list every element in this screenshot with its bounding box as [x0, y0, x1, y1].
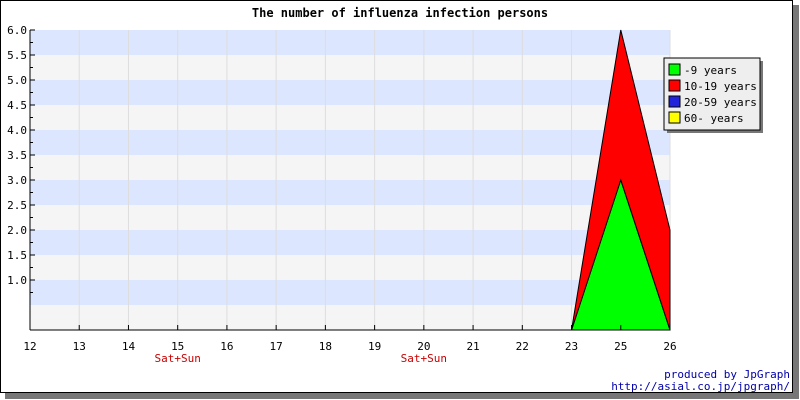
legend-swatch	[668, 111, 681, 124]
x-tick-label: 17	[270, 340, 283, 353]
legend-label: -9 years	[684, 64, 737, 77]
plot-band	[30, 180, 670, 205]
x-tick-label: 13	[73, 340, 86, 353]
plot-band	[30, 280, 670, 305]
credit-producer: produced by JpGraph	[664, 368, 790, 381]
plot-band	[30, 230, 670, 255]
legend-swatch	[668, 95, 681, 108]
x-tick-label: 15	[171, 340, 184, 353]
legend-label: 20-59 years	[684, 96, 757, 109]
y-tick-label: 1.0	[7, 274, 27, 287]
x-tick-note: Sat+Sun	[401, 352, 447, 365]
x-tick-label: 18	[319, 340, 332, 353]
plot-bands	[30, 30, 670, 330]
x-tick-note: Sat+Sun	[155, 352, 201, 365]
plot-band	[30, 130, 670, 155]
y-tick-label: 2.5	[7, 199, 27, 212]
y-tick-label: 3.5	[7, 149, 27, 162]
x-tick-label: 19	[368, 340, 381, 353]
y-tick-label: 6.0	[7, 24, 27, 37]
legend-label: 60- years	[684, 112, 744, 125]
x-tick-label: 20	[417, 340, 430, 353]
y-tick-label: 4.0	[7, 124, 27, 137]
plot-band	[30, 80, 670, 105]
legend-swatch	[668, 79, 681, 92]
plot-band	[30, 55, 670, 80]
plot-band	[30, 105, 670, 130]
x-tick-label: 22	[516, 340, 529, 353]
plot-band	[30, 205, 670, 230]
plot-band	[30, 30, 670, 55]
x-tick-label: 25	[614, 340, 627, 353]
y-tick-label: 3.0	[7, 174, 27, 187]
x-tick-label: 26	[663, 340, 676, 353]
x-tick-label: 14	[122, 340, 136, 353]
legend-label: 10-19 years	[684, 80, 757, 93]
credit-url[interactable]: http://asial.co.jp/jpgraph/	[611, 380, 790, 393]
plot-axes: 1.0 1.5 2.0 2.5 3.0 3.5 4.0 4.5 5.0 5.5 6.0 12 13 14 1…	[7, 24, 677, 365]
x-tick-label: 23	[565, 340, 578, 353]
plot-band	[30, 305, 670, 330]
plot-band	[30, 155, 670, 180]
frame-shadow-right	[793, 5, 799, 398]
chart-title: The number of influenza infection person…	[252, 6, 548, 20]
frame-shadow-bottom	[5, 393, 799, 399]
x-tick-label: 16	[220, 340, 233, 353]
legend: -9 years 10-19 years 20-59 years 60- years	[663, 57, 763, 133]
y-tick-label: 1.5	[7, 249, 27, 262]
y-tick-label: 5.5	[7, 49, 27, 62]
y-tick-label: 2.0	[7, 224, 27, 237]
x-tick-label: 21	[466, 340, 479, 353]
legend-swatch	[668, 63, 681, 76]
y-tick-label: 4.5	[7, 99, 27, 112]
x-tick-label: 12	[23, 340, 36, 353]
y-tick-label: 5.0	[7, 74, 27, 87]
plot-band	[30, 255, 670, 280]
